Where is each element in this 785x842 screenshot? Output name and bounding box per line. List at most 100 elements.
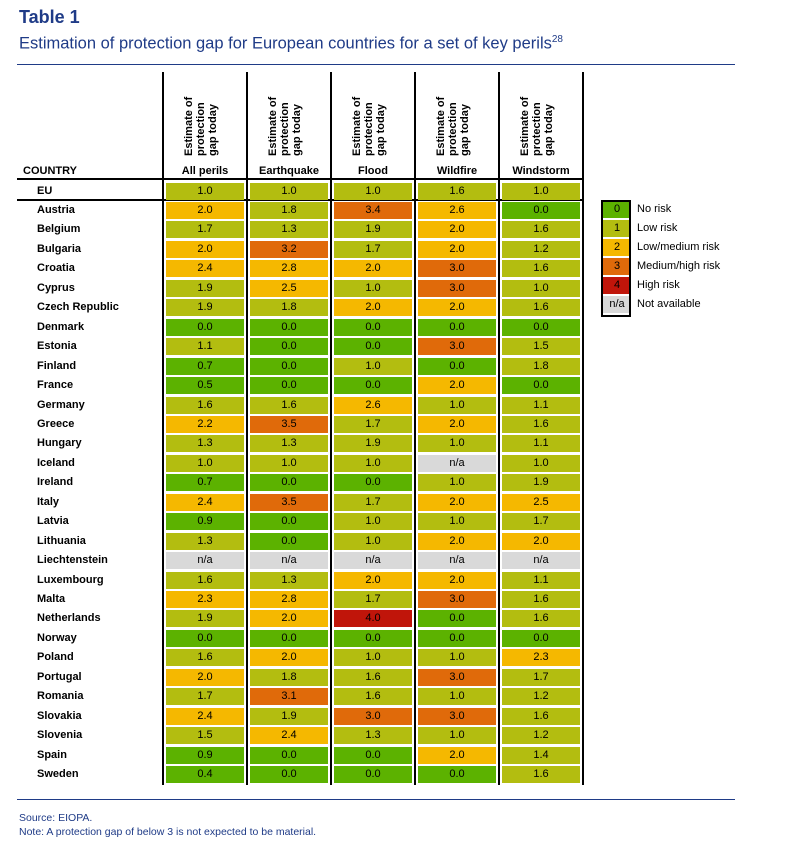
cell-flood: 1.0 [334, 513, 412, 530]
column-header-line: protection [531, 102, 543, 156]
cell-flood: 1.7 [334, 241, 412, 258]
cell-all-perils: 1.6 [166, 649, 244, 666]
header-rule [17, 178, 583, 180]
cell-wildfire: 1.0 [418, 474, 496, 491]
cell-all-perils: 2.2 [166, 416, 244, 433]
column-divider [330, 72, 332, 785]
cell-windstorm: 1.1 [502, 397, 580, 414]
cell-wildfire: n/a [418, 455, 496, 472]
cell-earthquake: 2.0 [250, 649, 328, 666]
footnote-ref: 28 [551, 34, 563, 45]
column-header-line: Estimate of [435, 96, 447, 156]
cell-flood: 1.7 [334, 416, 412, 433]
column-header-text: Estimate of protection gap today [183, 97, 219, 156]
cell-all-perils: 1.0 [166, 183, 244, 200]
cell-windstorm: 1.6 [502, 766, 580, 783]
country-name: Greece [37, 418, 75, 430]
cell-wildfire: 0.0 [418, 610, 496, 627]
cell-wildfire: 3.0 [418, 669, 496, 686]
cell-flood: 1.0 [334, 280, 412, 297]
legend-label: Low risk [637, 222, 678, 234]
cell-earthquake: n/a [250, 552, 328, 569]
cell-earthquake: 0.0 [250, 319, 328, 336]
legend-item: n/a Not available [601, 295, 785, 314]
legend-swatch: 1 [603, 220, 631, 237]
cell-earthquake: 0.0 [250, 630, 328, 647]
column-header-line: Estimate of [351, 96, 363, 156]
cell-wildfire: 2.0 [418, 533, 496, 550]
legend-swatch: n/a [603, 296, 631, 313]
column-header-flood: Estimate of protection gap today [331, 72, 415, 158]
cell-wildfire: 1.0 [418, 513, 496, 530]
cell-flood: 0.0 [334, 319, 412, 336]
country-name: Denmark [37, 321, 85, 333]
cell-windstorm: 2.0 [502, 533, 580, 550]
cell-flood: 1.7 [334, 494, 412, 511]
peril-label: Wildfire [436, 165, 478, 177]
cell-earthquake: 1.3 [250, 221, 328, 238]
country-name: Bulgaria [37, 243, 82, 255]
country-name: Latvia [37, 515, 69, 527]
country-name: Lithuania [37, 535, 86, 547]
cell-windstorm: 1.5 [502, 338, 580, 355]
column-divider [582, 72, 584, 785]
cell-all-perils: 0.7 [166, 474, 244, 491]
column-divider [414, 72, 416, 785]
cell-windstorm: 1.6 [502, 708, 580, 725]
cell-all-perils: 2.0 [166, 202, 244, 219]
cell-wildfire: 1.0 [418, 435, 496, 452]
cell-flood: 2.0 [334, 299, 412, 316]
column-header-all-perils: Estimate of protection gap today [163, 72, 247, 158]
cell-all-perils: 0.5 [166, 377, 244, 394]
cell-wildfire: 3.0 [418, 591, 496, 608]
column-header-line: gap today [207, 104, 219, 156]
column-divider [162, 72, 164, 785]
cell-all-perils: 2.4 [166, 708, 244, 725]
cell-all-perils: 1.6 [166, 397, 244, 414]
cell-flood: 0.0 [334, 630, 412, 647]
cell-all-perils: n/a [166, 552, 244, 569]
column-header-earthquake: Estimate of protection gap today [247, 72, 331, 158]
cell-all-perils: 1.9 [166, 299, 244, 316]
cell-earthquake: 1.3 [250, 572, 328, 589]
footnote: Note: A protection gap of below 3 is not… [19, 826, 317, 838]
country-name: EU [37, 185, 53, 197]
cell-earthquake: 1.9 [250, 708, 328, 725]
column-header-line: protection [363, 102, 375, 156]
cell-all-perils: 1.9 [166, 610, 244, 627]
legend-item: 0 No risk [601, 200, 785, 219]
column-header-text: Estimate of protection gap today [519, 97, 555, 156]
cell-flood: 1.0 [334, 649, 412, 666]
table-title: Table 1 [19, 7, 80, 27]
cell-windstorm: 0.0 [502, 202, 580, 219]
cell-flood: 3.0 [334, 708, 412, 725]
column-header-line: protection [447, 102, 459, 156]
country-name: Cyprus [37, 282, 75, 294]
cell-windstorm: 1.7 [502, 513, 580, 530]
country-name: Germany [37, 399, 85, 411]
country-name: Sweden [37, 768, 79, 780]
cell-earthquake: 0.0 [250, 747, 328, 764]
cell-all-perils: 0.7 [166, 358, 244, 375]
cell-earthquake: 3.5 [250, 416, 328, 433]
cell-all-perils: 0.0 [166, 319, 244, 336]
cell-earthquake: 1.0 [250, 455, 328, 472]
cell-all-perils: 0.0 [166, 630, 244, 647]
cell-wildfire: 3.0 [418, 260, 496, 277]
cell-flood: 1.9 [334, 435, 412, 452]
column-header-line: Estimate of [183, 96, 195, 156]
cell-all-perils: 1.7 [166, 688, 244, 705]
cell-earthquake: 0.0 [250, 533, 328, 550]
cell-flood: 1.0 [334, 455, 412, 472]
cell-earthquake: 1.3 [250, 435, 328, 452]
cell-earthquake: 0.0 [250, 766, 328, 783]
cell-windstorm: 1.6 [502, 416, 580, 433]
cell-all-perils: 2.4 [166, 494, 244, 511]
country-name: Croatia [37, 262, 75, 274]
country-name: Liechtenstein [37, 554, 108, 566]
column-header-line: protection [195, 102, 207, 156]
column-header-text: Estimate of protection gap today [351, 97, 387, 156]
cell-wildfire: 2.0 [418, 416, 496, 433]
legend-item: 4 High risk [601, 276, 785, 295]
cell-windstorm: 1.2 [502, 688, 580, 705]
